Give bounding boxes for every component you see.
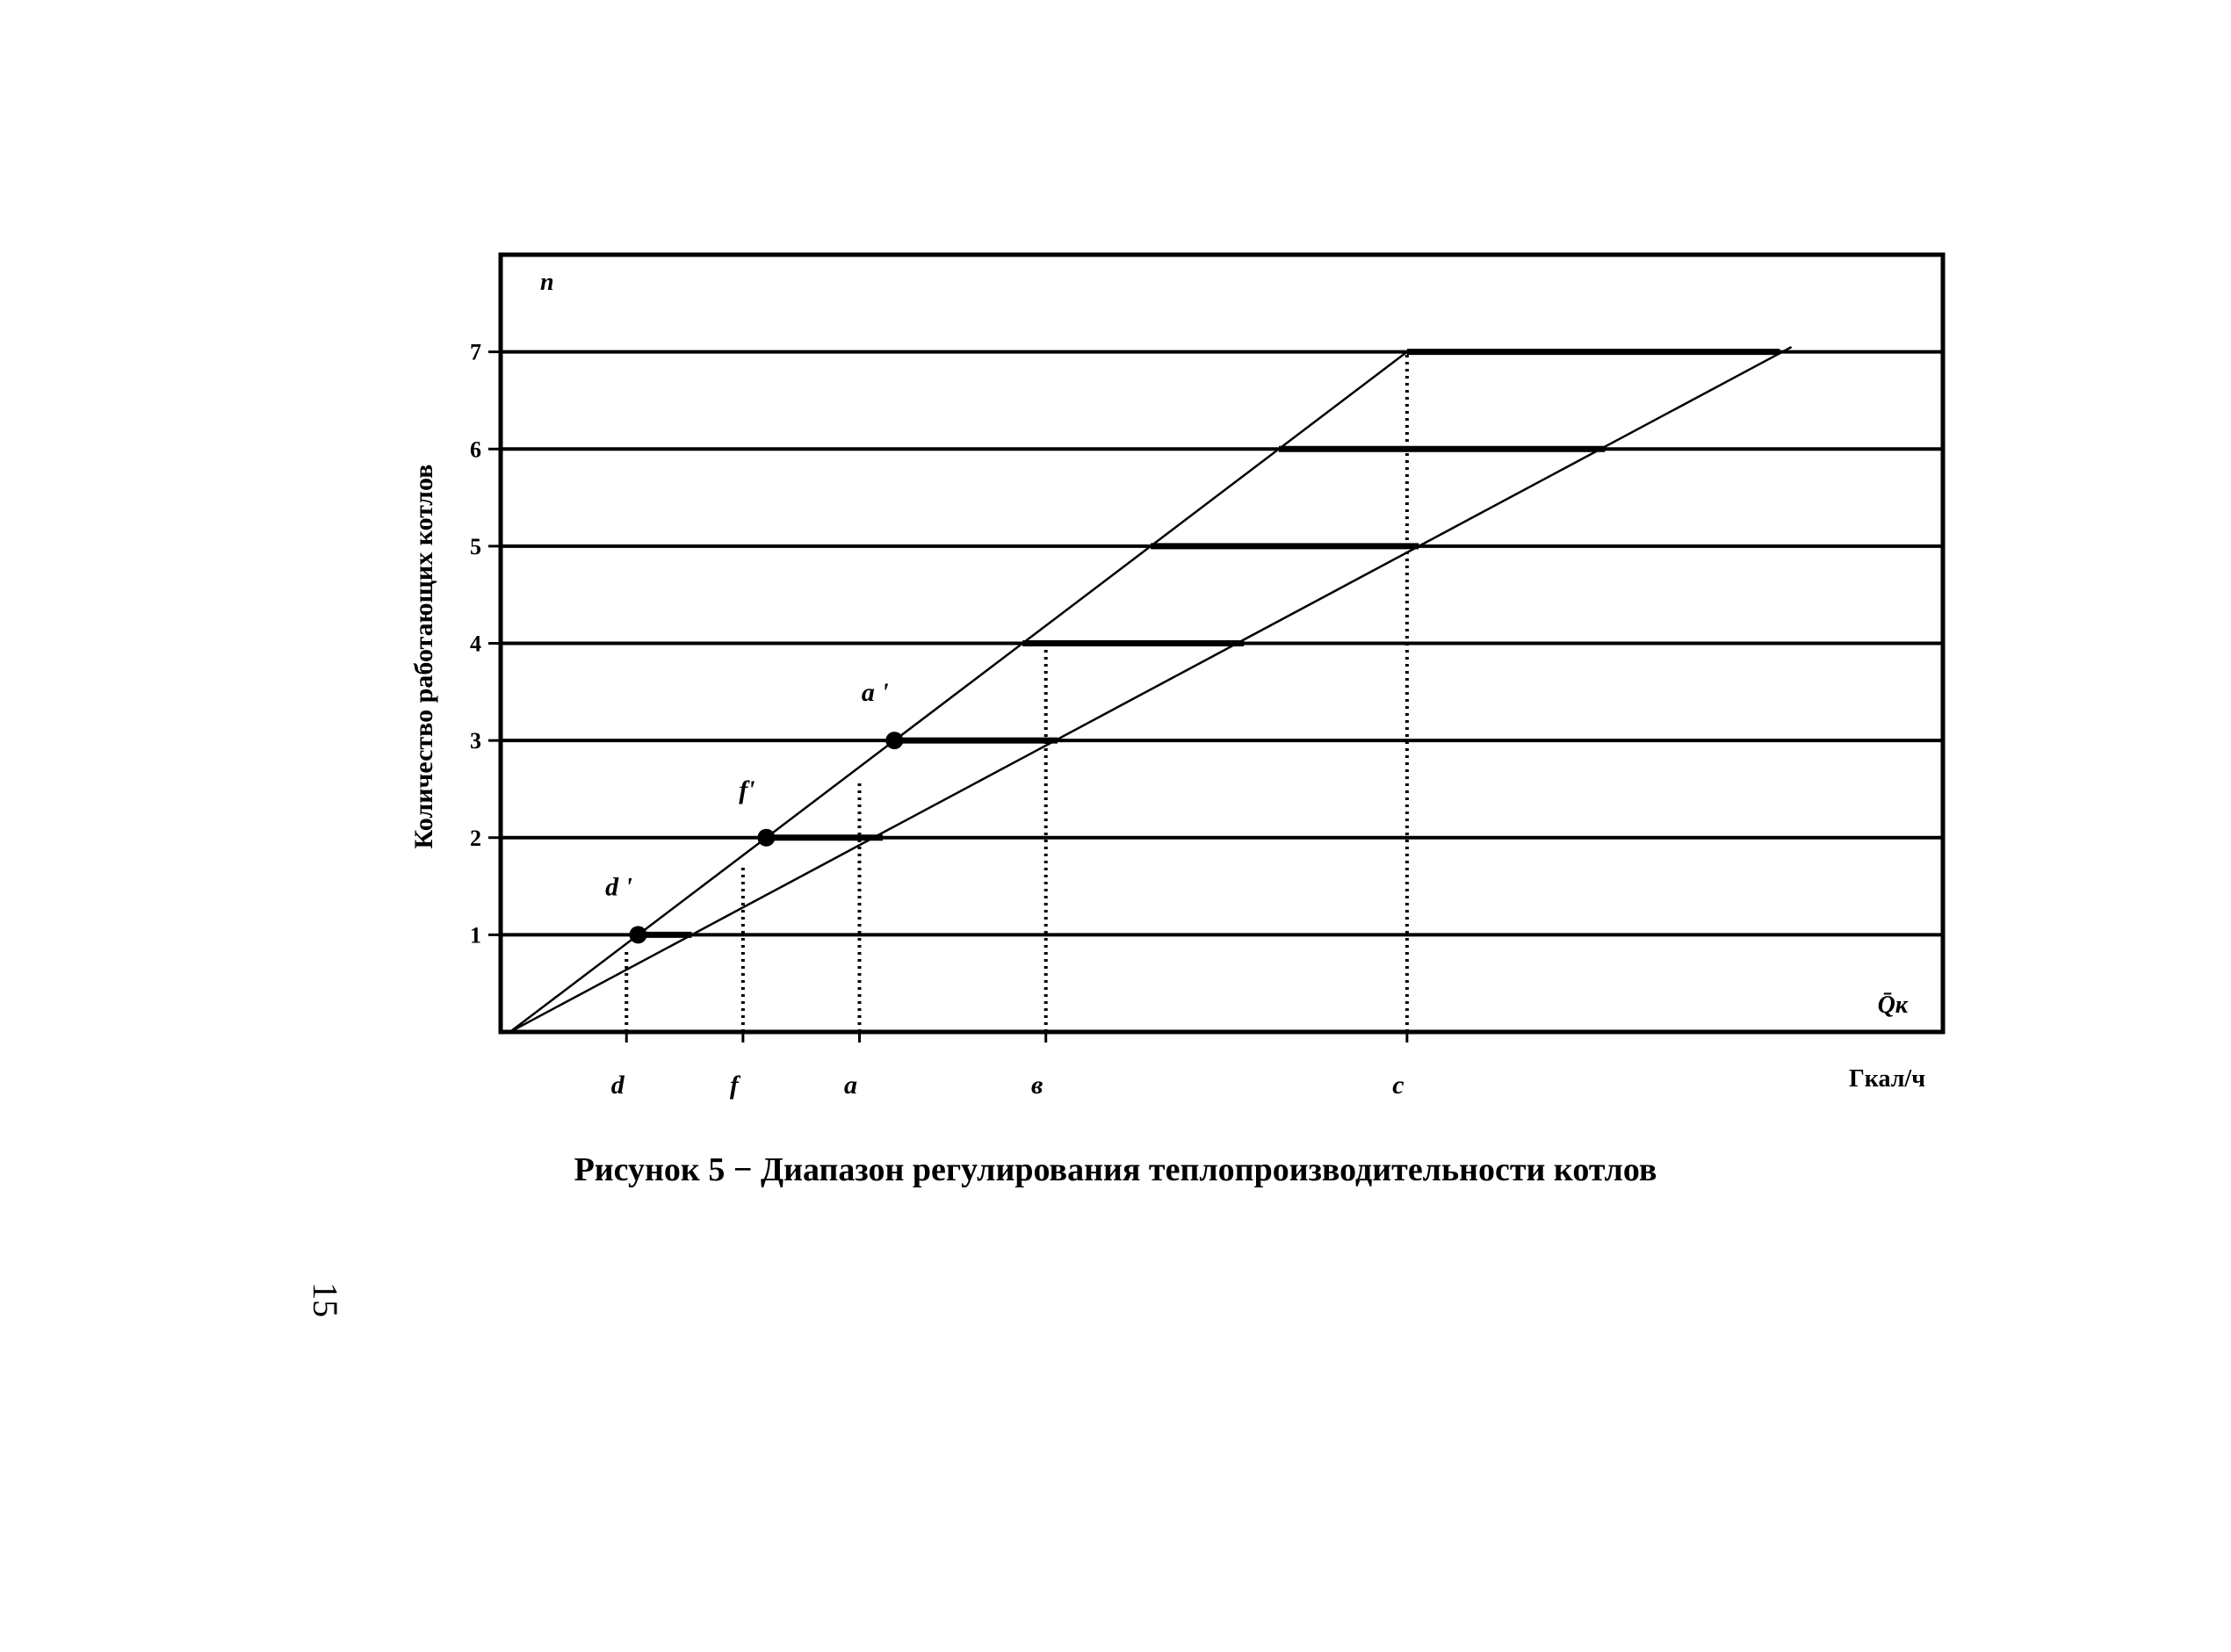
- marked-points: d ' f' a ': [605, 678, 904, 944]
- marked-point-3: [885, 732, 904, 750]
- y-tick-label-2: 2: [470, 826, 481, 851]
- y-tick-label-5: 5: [470, 534, 481, 559]
- marked-point-label-2: f': [739, 776, 754, 804]
- marked-point-1: [629, 926, 647, 944]
- marked-point-label-1: d ': [605, 872, 632, 901]
- y-axis-label: Количество работающих котлов: [409, 465, 438, 849]
- x-category-label-d: d: [611, 1071, 625, 1100]
- y-tick-label-3: 3: [470, 728, 481, 754]
- range-bars: [638, 349, 1780, 938]
- series-lines: [509, 345, 1793, 1034]
- y-tick-label-1: 1: [470, 922, 481, 948]
- page-number: 15: [306, 1282, 345, 1317]
- x-category-label-в: в: [1031, 1071, 1043, 1100]
- marked-point-2: [757, 828, 776, 847]
- x-axis-symbol: Q̄к: [1878, 992, 1909, 1019]
- y-tick-label-6: 6: [470, 436, 481, 462]
- figure-caption: Рисунок 5 − Диапазон регулирования тепло…: [574, 1151, 1657, 1188]
- x-category-label-c: c: [1392, 1071, 1404, 1100]
- x-category-label-f: f: [730, 1071, 741, 1100]
- y-tick-label-4: 4: [470, 631, 481, 657]
- y-corner-label: n: [540, 269, 554, 296]
- plot-frame: [498, 252, 1946, 1035]
- y-tick-labels: 1 2 3 4 5 6 7: [470, 340, 481, 949]
- y-tick-label-7: 7: [470, 340, 481, 365]
- marked-point-label-3: a ': [862, 678, 889, 707]
- series-line-1: [509, 350, 1408, 1033]
- x-category-label-a: a: [844, 1071, 857, 1100]
- x-axis-label: Гкал/ч: [1849, 1065, 1925, 1093]
- drop-lines: [625, 351, 1409, 1032]
- series-line-2: [509, 345, 1793, 1034]
